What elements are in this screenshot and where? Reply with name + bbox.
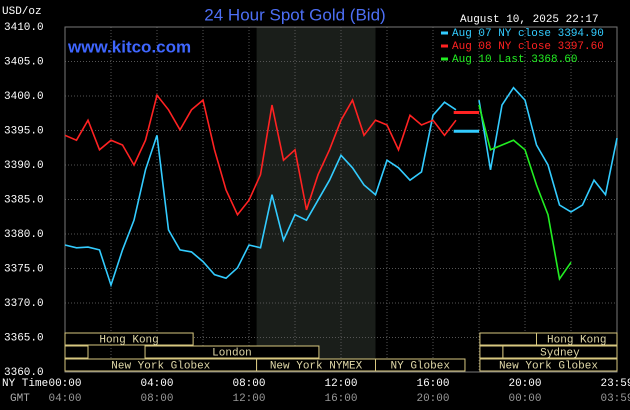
- legend-label: Aug 07 NY close 3394.90: [452, 28, 604, 40]
- gmt-tick-label: 08:00: [140, 393, 173, 405]
- gmt-tick-label: 16:00: [324, 393, 357, 405]
- session-label: Hong Kong: [99, 334, 158, 346]
- gmt-tick-label: 04:00: [48, 393, 81, 405]
- session-label: Sydney: [540, 347, 580, 359]
- session-box: [536, 332, 618, 346]
- gmt-tick-label: 20:00: [416, 393, 449, 405]
- y-tick-label: 3390.0: [4, 160, 44, 172]
- y-tick-label: 3410.0: [4, 22, 44, 34]
- y-tick-label: 3360.0: [4, 367, 44, 379]
- session-box: [479, 358, 618, 372]
- y-tick-label: 3400.0: [4, 91, 44, 103]
- session-box: [144, 345, 320, 359]
- session-box: [375, 358, 466, 372]
- x-row-label: NY Time: [2, 378, 48, 390]
- gmt-row-label: GMT: [10, 393, 30, 405]
- session-box: [64, 345, 89, 359]
- chart-title: 24 Hour Spot Gold (Bid): [204, 5, 385, 24]
- session-box: [479, 332, 538, 346]
- x-tick-label: 20:00: [508, 378, 541, 390]
- y-tick-label: 3375.0: [4, 263, 44, 275]
- y-tick-label: 3405.0: [4, 56, 44, 68]
- x-tick-label: 23:59: [600, 378, 630, 390]
- y-tick-label: 3370.0: [4, 298, 44, 310]
- session-label: New York NYMEX: [270, 360, 363, 372]
- series-line: [64, 86, 618, 288]
- session-label: Hong Kong: [547, 334, 606, 346]
- session-label: New York Globex: [499, 360, 598, 372]
- shaded-region: [256, 27, 376, 372]
- legend-label: Aug 10 Last 3368.60: [452, 54, 577, 66]
- y-tick-label: 3365.0: [4, 332, 44, 344]
- y-tick-label: 3380.0: [4, 229, 44, 241]
- y-tick-label: 3385.0: [4, 194, 44, 206]
- series-line: [64, 93, 457, 217]
- legend-label: Aug 08 NY close 3397.60: [452, 41, 604, 53]
- gmt-tick-label: 00:00: [508, 393, 541, 405]
- x-tick-label: 00:00: [48, 378, 81, 390]
- session-box: [64, 332, 194, 346]
- x-tick-label: 12:00: [324, 378, 357, 390]
- session-label: London: [212, 347, 252, 359]
- gmt-tick-label: 12:00: [232, 393, 265, 405]
- x-tick-label: 08:00: [232, 378, 265, 390]
- series-line: [478, 104, 572, 281]
- x-tick-label: 04:00: [140, 378, 173, 390]
- plot-border: [64, 26, 618, 373]
- session-box: [502, 345, 618, 359]
- gmt-tick-label: 03:59: [600, 393, 630, 405]
- session-label: NY Globex: [391, 360, 451, 372]
- y-tick-label: 3395.0: [4, 125, 44, 137]
- unit-label: USD/oz: [2, 6, 42, 18]
- watermark: www.kitco.com: [67, 37, 191, 56]
- x-tick-label: 16:00: [416, 378, 449, 390]
- session-label: New York Globex: [111, 360, 210, 372]
- timestamp: August 10, 2025 22:17: [460, 14, 599, 26]
- session-box: [479, 345, 504, 359]
